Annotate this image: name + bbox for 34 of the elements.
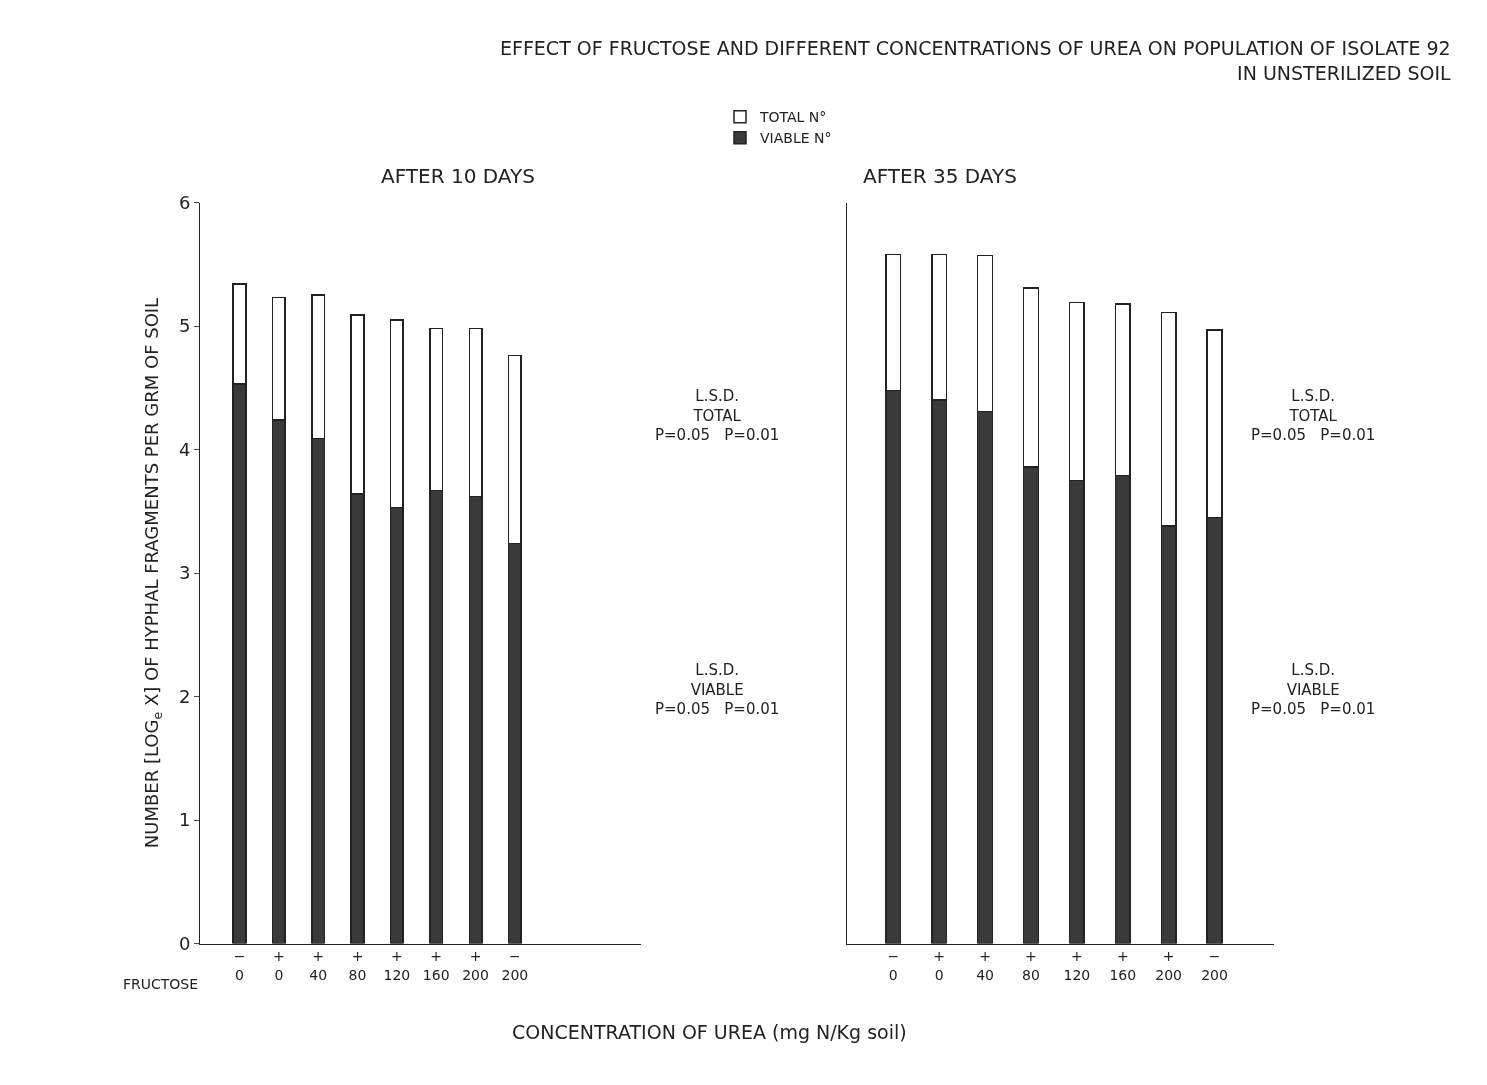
x-axis-title: CONCENTRATION OF UREA (mg N/Kg soil)	[512, 1021, 907, 1043]
annotation: L.S.D. VIABLE P=0.05 P=0.01	[1251, 661, 1376, 718]
x-tick-label: + 160	[1109, 948, 1137, 983]
x-tick-label: + 0	[933, 948, 946, 983]
x-tick-label: + 40	[976, 948, 994, 983]
y-tick-label: 0	[179, 932, 191, 954]
text: FRUCTOSE	[123, 976, 199, 992]
chart-title: AFTER 10 DAYS	[381, 164, 535, 188]
x-tick-label: − 200	[501, 948, 529, 983]
x-tick-label: + 120	[1063, 948, 1091, 983]
legend-label: TOTAL N°	[759, 109, 827, 126]
y-tick-label: 1	[179, 809, 191, 831]
x-tick-label: + 200	[1155, 948, 1183, 983]
y-tick-label: 3	[179, 562, 191, 584]
annotation: L.S.D. TOTAL P=0.05 P=0.01	[1251, 387, 1376, 444]
y-tick-label: 5	[179, 315, 191, 337]
chart-title: AFTER 35 DAYS	[863, 164, 1017, 188]
x-tick-label: − 0	[887, 948, 900, 983]
text: L.S.D. TOTAL P=0.05 P=0.01	[655, 387, 780, 444]
y-tick-label: 6	[179, 191, 191, 213]
x-tick-label: + 80	[348, 948, 367, 983]
y-tick-label: 4	[179, 438, 191, 460]
x-tick-label: + 200	[462, 948, 489, 983]
x-tick-label: + 0	[272, 948, 285, 983]
text: L.S.D. VIABLE P=0.05 P=0.01	[655, 661, 780, 718]
x-tick-label: − 0	[233, 948, 246, 983]
chart-subtitle: EFFECT OF FRUCTOSE AND DIFFERENT CONCENTRATIONS OF UREA ON POPULATION OF ISOLATE 92 IN UNSTERILIZED SOIL	[500, 37, 1452, 84]
x-tick-label: + 40	[309, 948, 328, 983]
x-tick-label: − 200	[1201, 948, 1228, 983]
x-tick-label: + 120	[383, 948, 411, 983]
y-tick-label: 2	[179, 685, 191, 707]
x-tick-label: + 160	[422, 948, 450, 983]
x-tick-label: + 80	[1022, 948, 1040, 983]
legend-label: VIABLE N°	[760, 130, 832, 147]
